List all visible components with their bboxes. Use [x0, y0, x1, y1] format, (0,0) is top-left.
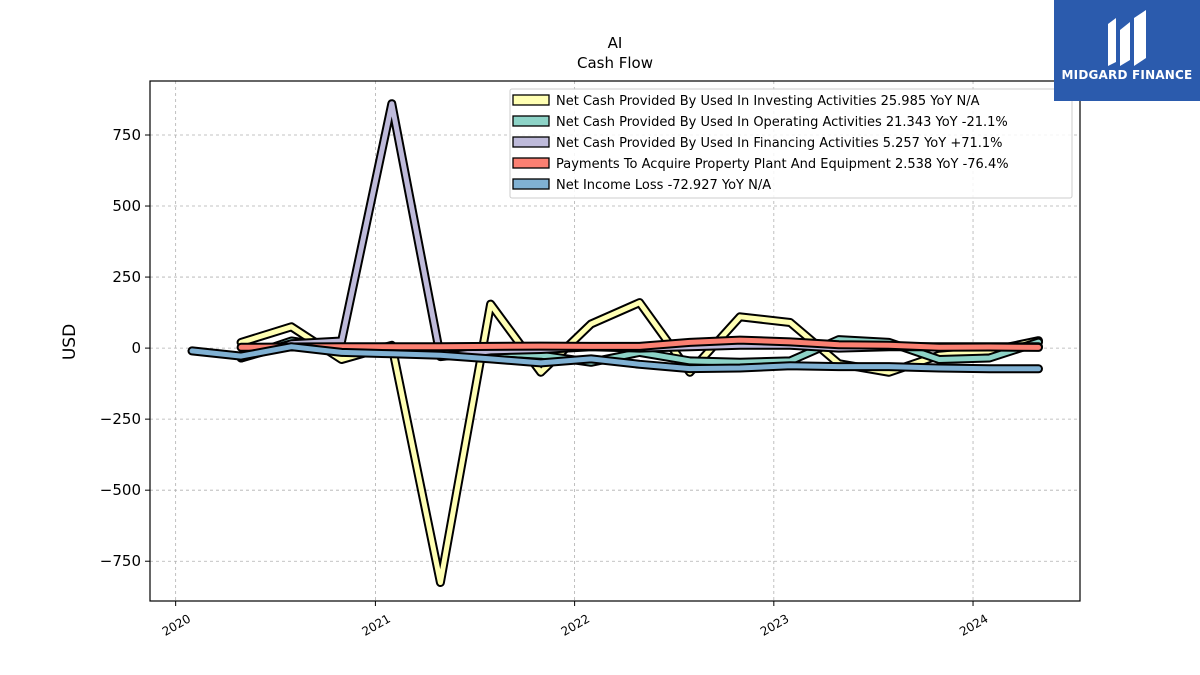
- y-tick-label: 250: [112, 268, 141, 286]
- legend-item: Payments To Acquire Property Plant And E…: [512, 157, 1009, 172]
- y-tick-label: 750: [112, 126, 141, 144]
- y-tick-label: 0: [131, 339, 141, 357]
- y-tick-label: −500: [100, 481, 141, 499]
- x-tick-label: 2021: [359, 611, 392, 638]
- chart-title: AI: [608, 34, 623, 52]
- logo-mark-icon: [1108, 10, 1146, 66]
- legend-swatch: [512, 157, 550, 169]
- legend-item: Net Cash Provided By Used In Operating A…: [512, 115, 1008, 130]
- legend-label: Payments To Acquire Property Plant And E…: [556, 157, 1009, 172]
- x-tick-label: 2023: [758, 611, 791, 638]
- legend-label: Net Cash Provided By Used In Financing A…: [556, 136, 1003, 151]
- chart-subtitle: Cash Flow: [577, 54, 653, 72]
- series-line-4: [236, 335, 1043, 352]
- plot-frame: [149, 80, 1081, 602]
- legend-swatch: [512, 136, 550, 148]
- legend-swatch: [512, 115, 550, 127]
- y-tick-label: −750: [100, 552, 141, 570]
- series-line-5: [187, 342, 1043, 374]
- y-axis-ticks: −750 −500 −250 0 250 500 750: [100, 126, 150, 570]
- x-tick-label: 2022: [559, 611, 592, 638]
- y-tick-label: −250: [100, 410, 141, 428]
- x-tick-label: 2020: [160, 611, 193, 638]
- legend-item: Net Income Loss -72.927 YoY N/A: [512, 178, 771, 193]
- series-lines: [187, 99, 1043, 587]
- legend-label: Net Income Loss -72.927 YoY N/A: [556, 178, 771, 193]
- legend-item: Net Cash Provided By Used In Financing A…: [512, 136, 1003, 151]
- legend-item: Net Cash Provided By Used In Investing A…: [512, 94, 980, 109]
- legend-box: [509, 88, 1073, 199]
- legend-label: Net Cash Provided By Used In Operating A…: [556, 115, 1008, 130]
- legend-label: Net Cash Provided By Used In Investing A…: [556, 94, 980, 109]
- x-axis-ticks: 2020 2021 2022 2023 2024: [160, 601, 991, 639]
- legend: Net Cash Provided By Used In Investing A…: [509, 88, 1073, 199]
- x-tick-label: 2024: [957, 611, 990, 638]
- y-tick-label: 500: [112, 197, 141, 215]
- y-axis-label: USD: [60, 324, 80, 360]
- midgard-finance-logo: MIDGARD FINANCE: [1054, 0, 1200, 101]
- legend-swatch: [512, 94, 550, 106]
- legend-swatch: [512, 178, 550, 190]
- logo-text: MIDGARD FINANCE: [1061, 68, 1193, 82]
